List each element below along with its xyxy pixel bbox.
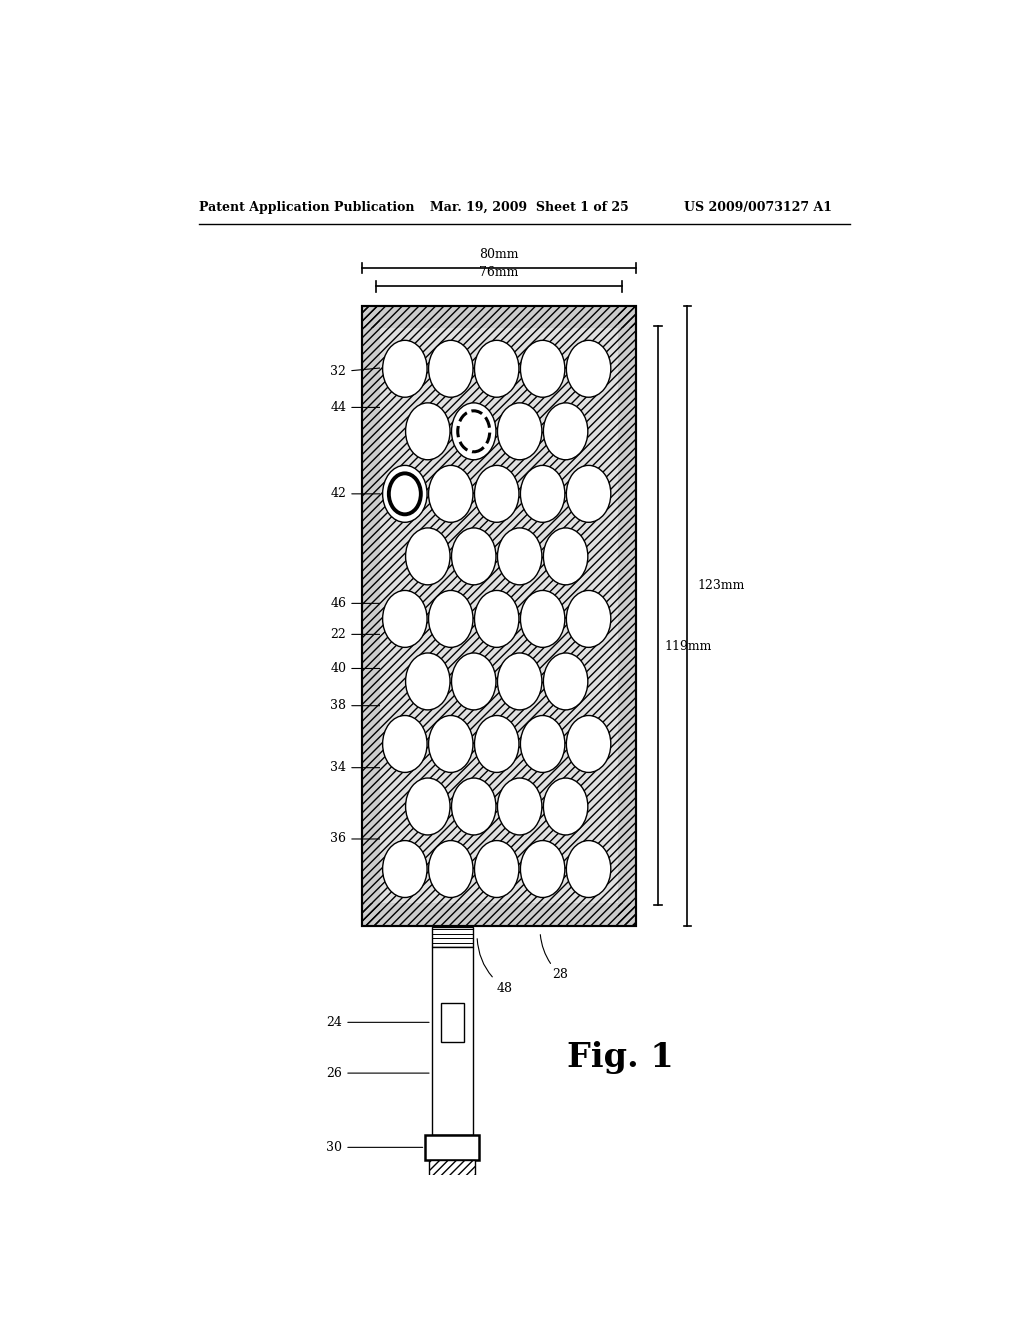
Bar xyxy=(362,306,636,925)
Text: 80mm: 80mm xyxy=(479,248,519,261)
Circle shape xyxy=(544,528,588,585)
Circle shape xyxy=(544,777,588,836)
Circle shape xyxy=(474,841,519,898)
Circle shape xyxy=(452,777,496,836)
Circle shape xyxy=(566,841,610,898)
Text: 24: 24 xyxy=(327,1016,429,1028)
Circle shape xyxy=(520,590,565,647)
Circle shape xyxy=(429,466,473,523)
Text: 22: 22 xyxy=(331,628,391,642)
Circle shape xyxy=(452,403,496,459)
Text: Fig. 1: Fig. 1 xyxy=(566,1041,674,1074)
Bar xyxy=(380,329,618,903)
Circle shape xyxy=(474,341,519,397)
Text: 44: 44 xyxy=(330,401,407,414)
Text: 38: 38 xyxy=(330,700,391,713)
Bar xyxy=(432,948,473,1135)
Circle shape xyxy=(383,841,427,898)
Circle shape xyxy=(520,341,565,397)
Text: 123mm: 123mm xyxy=(697,578,744,591)
Circle shape xyxy=(520,466,565,523)
Circle shape xyxy=(544,653,588,710)
Circle shape xyxy=(452,653,496,710)
Circle shape xyxy=(498,528,542,585)
Circle shape xyxy=(566,466,610,523)
Text: Patent Application Publication: Patent Application Publication xyxy=(200,201,415,214)
Circle shape xyxy=(429,715,473,772)
Text: 42: 42 xyxy=(331,487,402,500)
Circle shape xyxy=(520,841,565,898)
Circle shape xyxy=(474,590,519,647)
Circle shape xyxy=(474,715,519,772)
Text: 76mm: 76mm xyxy=(479,267,519,280)
Text: 46: 46 xyxy=(330,597,391,610)
Circle shape xyxy=(406,777,450,836)
Bar xyxy=(441,1003,464,1041)
Circle shape xyxy=(452,528,496,585)
Bar xyxy=(432,927,473,948)
Circle shape xyxy=(383,466,427,523)
Circle shape xyxy=(383,590,427,647)
Circle shape xyxy=(406,403,450,459)
Bar xyxy=(362,306,636,329)
Text: 40: 40 xyxy=(330,663,391,675)
Circle shape xyxy=(498,403,542,459)
Bar xyxy=(380,329,618,903)
Circle shape xyxy=(383,341,427,397)
Circle shape xyxy=(566,341,610,397)
Text: 30: 30 xyxy=(327,1140,423,1154)
Circle shape xyxy=(406,653,450,710)
Circle shape xyxy=(429,841,473,898)
Text: 28: 28 xyxy=(541,935,568,982)
Bar xyxy=(426,1135,479,1159)
Text: 48: 48 xyxy=(477,939,513,995)
Circle shape xyxy=(389,474,421,515)
Text: 34: 34 xyxy=(330,762,391,775)
Text: 32: 32 xyxy=(331,366,391,379)
Circle shape xyxy=(429,590,473,647)
Text: US 2009/0073127 A1: US 2009/0073127 A1 xyxy=(684,201,831,214)
Circle shape xyxy=(566,590,610,647)
Circle shape xyxy=(383,715,427,772)
Circle shape xyxy=(406,528,450,585)
Text: 26: 26 xyxy=(327,1067,429,1080)
Bar xyxy=(362,306,380,925)
Bar xyxy=(362,903,636,925)
Bar xyxy=(618,306,636,925)
Bar xyxy=(362,306,636,925)
Circle shape xyxy=(520,715,565,772)
Text: 119mm: 119mm xyxy=(665,640,712,653)
Circle shape xyxy=(474,466,519,523)
Circle shape xyxy=(566,715,610,772)
Circle shape xyxy=(498,777,542,836)
Circle shape xyxy=(458,411,489,451)
Circle shape xyxy=(544,403,588,459)
Text: 36: 36 xyxy=(330,833,391,846)
Circle shape xyxy=(429,341,473,397)
Text: Mar. 19, 2009  Sheet 1 of 25: Mar. 19, 2009 Sheet 1 of 25 xyxy=(430,201,629,214)
Bar xyxy=(429,1159,475,1181)
Circle shape xyxy=(498,653,542,710)
